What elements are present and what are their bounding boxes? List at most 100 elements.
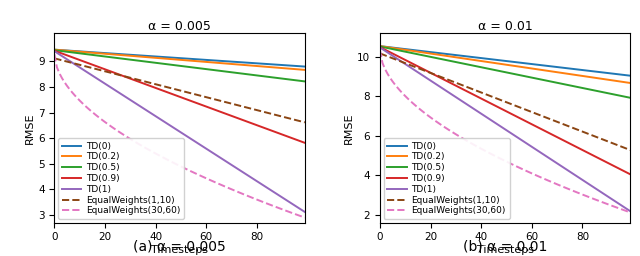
EqualWeights(30,60) xyxy=(424,114,432,117)
TD(0.2) xyxy=(301,68,308,71)
TD(0) xyxy=(301,65,308,68)
TD(0.9) xyxy=(99,67,106,70)
TD(0.9) xyxy=(606,163,614,166)
Line: TD(0): TD(0) xyxy=(54,50,305,67)
TD(0.5) xyxy=(376,45,384,48)
EqualWeights(30,60) xyxy=(376,49,384,52)
TD(1) xyxy=(435,84,442,87)
TD(0.2) xyxy=(289,67,296,70)
EqualWeights(1,10) xyxy=(606,141,614,144)
TD(0.5) xyxy=(424,55,432,58)
TD(0.9) xyxy=(109,71,116,74)
TD(1) xyxy=(606,197,614,200)
EqualWeights(30,60) xyxy=(180,166,188,169)
TD(0.9) xyxy=(505,111,513,114)
TD(1) xyxy=(376,46,384,49)
EqualWeights(1,10) xyxy=(525,110,533,113)
Line: TD(0.5): TD(0.5) xyxy=(380,47,630,98)
TD(0.2) xyxy=(200,60,207,63)
EqualWeights(1,10) xyxy=(435,74,442,77)
EqualWeights(30,60) xyxy=(301,216,308,219)
EqualWeights(30,60) xyxy=(627,211,634,214)
Legend: TD(0), TD(0.2), TD(0.5), TD(0.9), TD(1), EqualWeights(1,10), EqualWeights(30,60): TD(0), TD(0.2), TD(0.5), TD(0.9), TD(1),… xyxy=(58,138,184,219)
TD(0.9) xyxy=(301,141,308,144)
TD(0) xyxy=(200,58,207,61)
Line: TD(0): TD(0) xyxy=(380,46,630,76)
TD(0.2) xyxy=(627,81,634,84)
TD(0) xyxy=(289,64,296,67)
EqualWeights(1,10) xyxy=(505,102,513,105)
TD(0) xyxy=(505,60,513,63)
Line: TD(1): TD(1) xyxy=(54,51,305,212)
TD(0.2) xyxy=(51,48,58,51)
Text: (a) α = 0.005: (a) α = 0.005 xyxy=(133,239,226,253)
EqualWeights(1,10) xyxy=(180,90,188,93)
TD(0) xyxy=(109,52,116,55)
EqualWeights(30,60) xyxy=(51,53,58,56)
EqualWeights(30,60) xyxy=(281,209,289,212)
TD(0) xyxy=(424,50,432,53)
EqualWeights(30,60) xyxy=(525,171,533,174)
TD(0.5) xyxy=(606,92,614,95)
TD(0) xyxy=(180,57,188,60)
TD(0) xyxy=(614,73,621,76)
TD(0.9) xyxy=(289,137,296,140)
TD(0.2) xyxy=(281,67,289,70)
TD(0.9) xyxy=(376,46,384,49)
TD(1) xyxy=(109,87,116,90)
TD(0.2) xyxy=(424,52,432,55)
TD(0) xyxy=(99,51,106,55)
Text: (b) α = 0.01: (b) α = 0.01 xyxy=(463,239,547,253)
EqualWeights(1,10) xyxy=(424,70,432,73)
TD(1) xyxy=(525,144,533,147)
TD(0.9) xyxy=(525,121,533,124)
EqualWeights(1,10) xyxy=(281,116,289,119)
Title: α = 0.005: α = 0.005 xyxy=(148,20,211,33)
Line: EqualWeights(30,60): EqualWeights(30,60) xyxy=(54,54,305,218)
TD(0.2) xyxy=(376,45,384,48)
Legend: TD(0), TD(0.2), TD(0.5), TD(0.9), TD(1), EqualWeights(1,10), EqualWeights(30,60): TD(0), TD(0.2), TD(0.5), TD(0.9), TD(1),… xyxy=(383,138,509,219)
TD(0.5) xyxy=(525,76,533,79)
Line: TD(0.2): TD(0.2) xyxy=(380,46,630,83)
TD(0.9) xyxy=(614,166,621,169)
TD(0.5) xyxy=(180,65,188,68)
TD(0.9) xyxy=(180,97,188,100)
TD(0) xyxy=(51,48,58,51)
EqualWeights(1,10) xyxy=(627,148,634,152)
Line: TD(0.5): TD(0.5) xyxy=(54,50,305,81)
TD(0.9) xyxy=(51,49,58,52)
TD(1) xyxy=(289,202,296,205)
EqualWeights(30,60) xyxy=(606,204,614,207)
TD(1) xyxy=(180,133,188,136)
TD(0.5) xyxy=(200,67,207,70)
TD(0.2) xyxy=(109,53,116,56)
TD(0.5) xyxy=(614,94,621,97)
TD(0) xyxy=(281,64,289,67)
EqualWeights(1,10) xyxy=(376,52,384,55)
TD(1) xyxy=(51,50,58,53)
TD(1) xyxy=(614,201,621,205)
EqualWeights(30,60) xyxy=(505,161,513,164)
Line: EqualWeights(1,10): EqualWeights(1,10) xyxy=(380,54,630,150)
TD(0) xyxy=(435,51,442,55)
TD(0.2) xyxy=(180,59,188,62)
EqualWeights(30,60) xyxy=(99,119,106,122)
TD(1) xyxy=(99,81,106,84)
EqualWeights(1,10) xyxy=(301,121,308,124)
Y-axis label: RMSE: RMSE xyxy=(344,112,355,144)
TD(0) xyxy=(627,74,634,77)
Y-axis label: RMSE: RMSE xyxy=(25,112,35,144)
TD(0.2) xyxy=(614,80,621,83)
TD(1) xyxy=(505,130,513,133)
Line: TD(0.9): TD(0.9) xyxy=(380,47,630,174)
TD(0.5) xyxy=(435,57,442,60)
TD(0.5) xyxy=(289,78,296,81)
TD(0.5) xyxy=(109,56,116,59)
TD(0.5) xyxy=(281,77,289,80)
TD(0) xyxy=(376,45,384,48)
TD(0.2) xyxy=(525,67,533,70)
EqualWeights(1,10) xyxy=(200,95,207,98)
EqualWeights(1,10) xyxy=(99,69,106,72)
TD(0.2) xyxy=(435,53,442,56)
X-axis label: Timesteps: Timesteps xyxy=(477,245,534,255)
